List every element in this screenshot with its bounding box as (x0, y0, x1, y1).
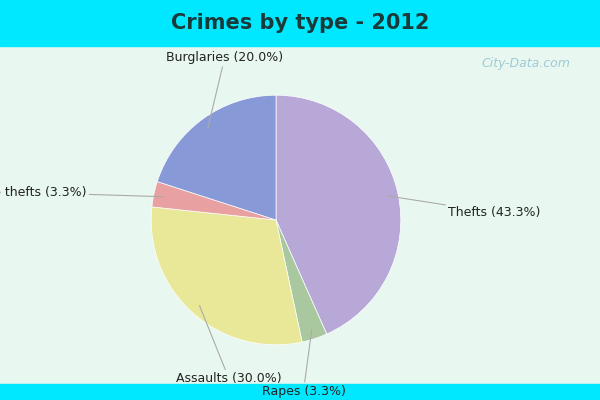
Text: Auto thefts (3.3%): Auto thefts (3.3%) (0, 186, 164, 199)
Text: Thefts (43.3%): Thefts (43.3%) (388, 196, 541, 219)
Wedge shape (151, 207, 302, 345)
Text: Crimes by type - 2012: Crimes by type - 2012 (171, 13, 429, 33)
Text: Rapes (3.3%): Rapes (3.3%) (262, 329, 346, 398)
Wedge shape (276, 220, 326, 342)
Wedge shape (157, 95, 276, 220)
Wedge shape (276, 95, 401, 334)
Text: City-Data.com: City-Data.com (481, 58, 570, 70)
Text: Burglaries (20.0%): Burglaries (20.0%) (166, 51, 283, 128)
Bar (0, 46, 600, 384)
Bar (0, 384, 600, 400)
Bar (0, 0, 600, 46)
Wedge shape (152, 182, 276, 220)
Text: Assaults (30.0%): Assaults (30.0%) (176, 306, 282, 385)
